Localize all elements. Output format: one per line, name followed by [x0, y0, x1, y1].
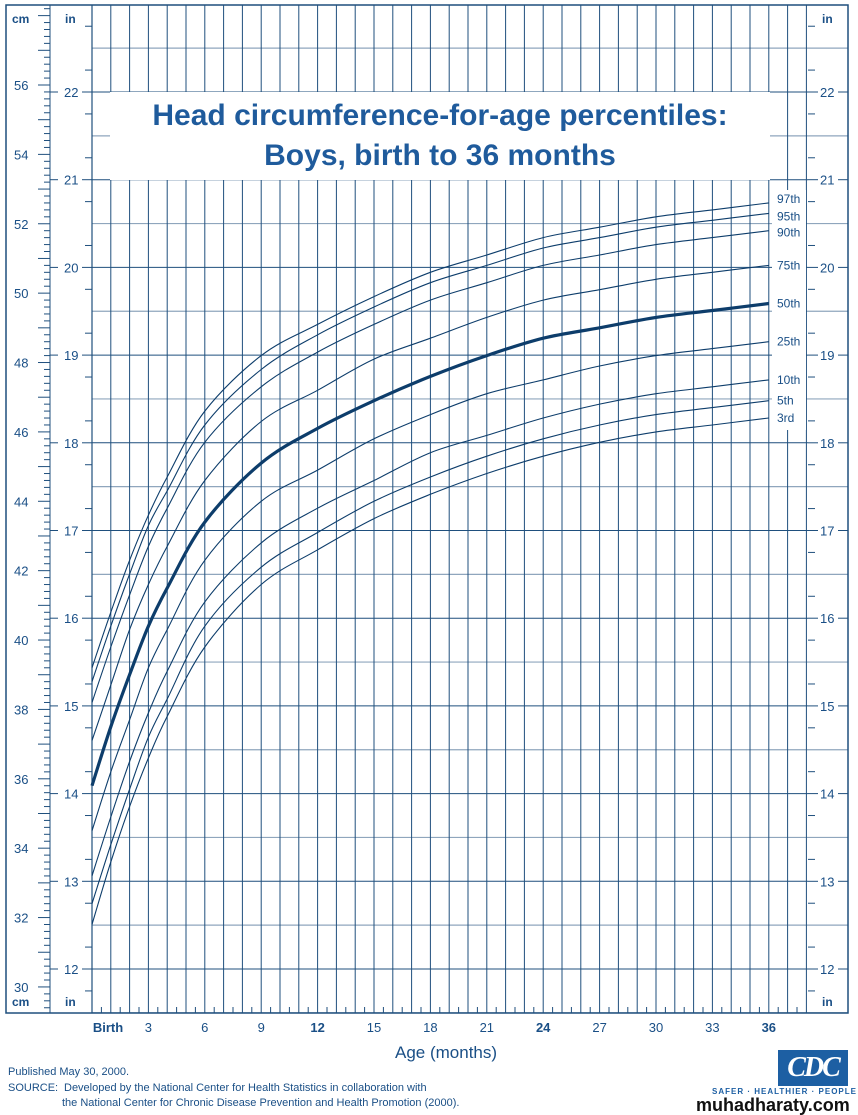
y-tick-label-in-right: 22 [820, 85, 834, 100]
y-tick-label-cm: 54 [14, 147, 28, 162]
x-tick-label: 33 [705, 1020, 719, 1035]
y-tick-label-cm: 32 [14, 911, 28, 926]
y-tick-label-in-right: 14 [820, 787, 834, 802]
y-tick-label-cm: 52 [14, 217, 28, 232]
x-tick-label: 30 [649, 1020, 663, 1035]
percentile-curve-10th [91, 379, 769, 877]
y-tick-label-in-right: 16 [820, 611, 834, 626]
watermark: muhadharaty.com [696, 1095, 850, 1115]
y-tick-label-in-left: 21 [64, 173, 78, 188]
percentile-label-75th: 75th [777, 258, 800, 272]
y-tick-label-cm: 44 [14, 494, 28, 509]
y-tick-label-in-left: 15 [64, 699, 78, 714]
x-tick-label: 6 [201, 1020, 208, 1035]
y-tick-label-in-right: 18 [820, 436, 834, 451]
y-tick-label-cm: 40 [14, 633, 28, 648]
percentile-curve-97th [91, 202, 769, 668]
percentile-label-10th: 10th [777, 373, 800, 387]
y-tick-label-cm: 38 [14, 702, 28, 717]
y-tick-label-in-right: 15 [820, 699, 834, 714]
y-tick-label-in-right: 20 [820, 260, 834, 275]
y-tick-label-in-left: 16 [64, 611, 78, 626]
y-tick-label-in-left: 18 [64, 436, 78, 451]
percentile-curve-25th [91, 341, 769, 831]
percentile-label-column [772, 190, 806, 430]
y-tick-label-in-right: 21 [820, 173, 834, 188]
x-tick-label: 21 [480, 1020, 494, 1035]
y-unit-label-cm-top: cm [12, 12, 29, 26]
chart-title-box: Head circumference-for-age percentiles: … [110, 92, 770, 180]
source-label: SOURCE: [8, 1082, 59, 1094]
y-tick-label-cm: 46 [14, 425, 28, 440]
percentile-label-25th: 25th [777, 335, 800, 349]
percentile-label-90th: 90th [777, 226, 800, 240]
y-tick-label-cm: 50 [14, 286, 28, 301]
x-tick-label: 18 [423, 1020, 437, 1035]
x-tick-label: Birth [93, 1020, 123, 1035]
percentile-curve-5th [91, 400, 769, 904]
percentile-label-50th: 50th [777, 297, 800, 311]
y-unit-label-cm-bottom: cm [12, 995, 29, 1009]
y-tick-label-in-right: 19 [820, 348, 834, 363]
y-unit-label-in-bottom-left: in [65, 995, 76, 1009]
percentile-curve-50th [90, 301, 770, 787]
y-tick-label-in-left: 14 [64, 787, 78, 802]
percentile-curve-75th [91, 264, 769, 741]
y-tick-label-cm: 56 [14, 78, 28, 93]
chart-title: Head circumference-for-age percentiles: [152, 99, 728, 132]
y-tick-label-in-right: 17 [820, 524, 834, 539]
x-axis-label: Age (months) [395, 1043, 498, 1062]
cdc-tagline: SAFER · HEALTHIER · PEOPLE [712, 1087, 857, 1096]
y-tick-label-cm: 36 [14, 772, 28, 787]
percentile-label-97th: 97th [777, 192, 800, 206]
published-note: Published May 30, 2000. [8, 1066, 130, 1078]
x-tick-label: 12 [310, 1020, 324, 1035]
y-tick-label-cm: 48 [14, 356, 28, 371]
x-tick-label: 15 [367, 1020, 381, 1035]
y-tick-label-in-left: 22 [64, 85, 78, 100]
source-line-2: the National Center for Chronic Disease … [62, 1097, 460, 1109]
x-tick-label: 9 [258, 1020, 265, 1035]
y-tick-label-cm: 34 [14, 841, 28, 856]
percentile-label-5th: 5th [777, 394, 794, 408]
y-unit-label-in-top-left: in [65, 12, 76, 26]
percentile-label-95th: 95th [777, 209, 800, 223]
x-tick-label: 24 [536, 1020, 551, 1035]
chart-frame [5, 4, 849, 1014]
y-tick-label-cm: 30 [14, 980, 28, 995]
y-tick-label-in-right: 13 [820, 874, 834, 889]
y-tick-label-in-left: 13 [64, 874, 78, 889]
x-tick-label: 3 [145, 1020, 152, 1035]
y-tick-label-in-right: 12 [820, 962, 834, 977]
x-tick-label: 27 [592, 1020, 606, 1035]
source-line-1: Developed by the National Center for Hea… [64, 1082, 427, 1094]
percentile-curve-3rd [91, 417, 769, 925]
y-tick-label-in-left: 17 [64, 524, 78, 539]
chart-subtitle: Boys, birth to 36 months [264, 139, 616, 172]
percentile-curve-90th [91, 230, 769, 703]
y-tick-label-in-left: 12 [64, 962, 78, 977]
y-unit-label-in-top-right: in [822, 12, 833, 26]
y-unit-label-in-bottom-right: in [822, 995, 833, 1009]
cdc-logo: CDC [778, 1050, 848, 1086]
percentile-label-3rd: 3rd [777, 411, 794, 425]
x-tick-label: 36 [762, 1020, 776, 1035]
y-tick-label-in-left: 19 [64, 348, 78, 363]
y-tick-label-cm: 42 [14, 564, 28, 579]
percentile-curve-95th [91, 212, 769, 682]
y-tick-label-in-left: 20 [64, 260, 78, 275]
